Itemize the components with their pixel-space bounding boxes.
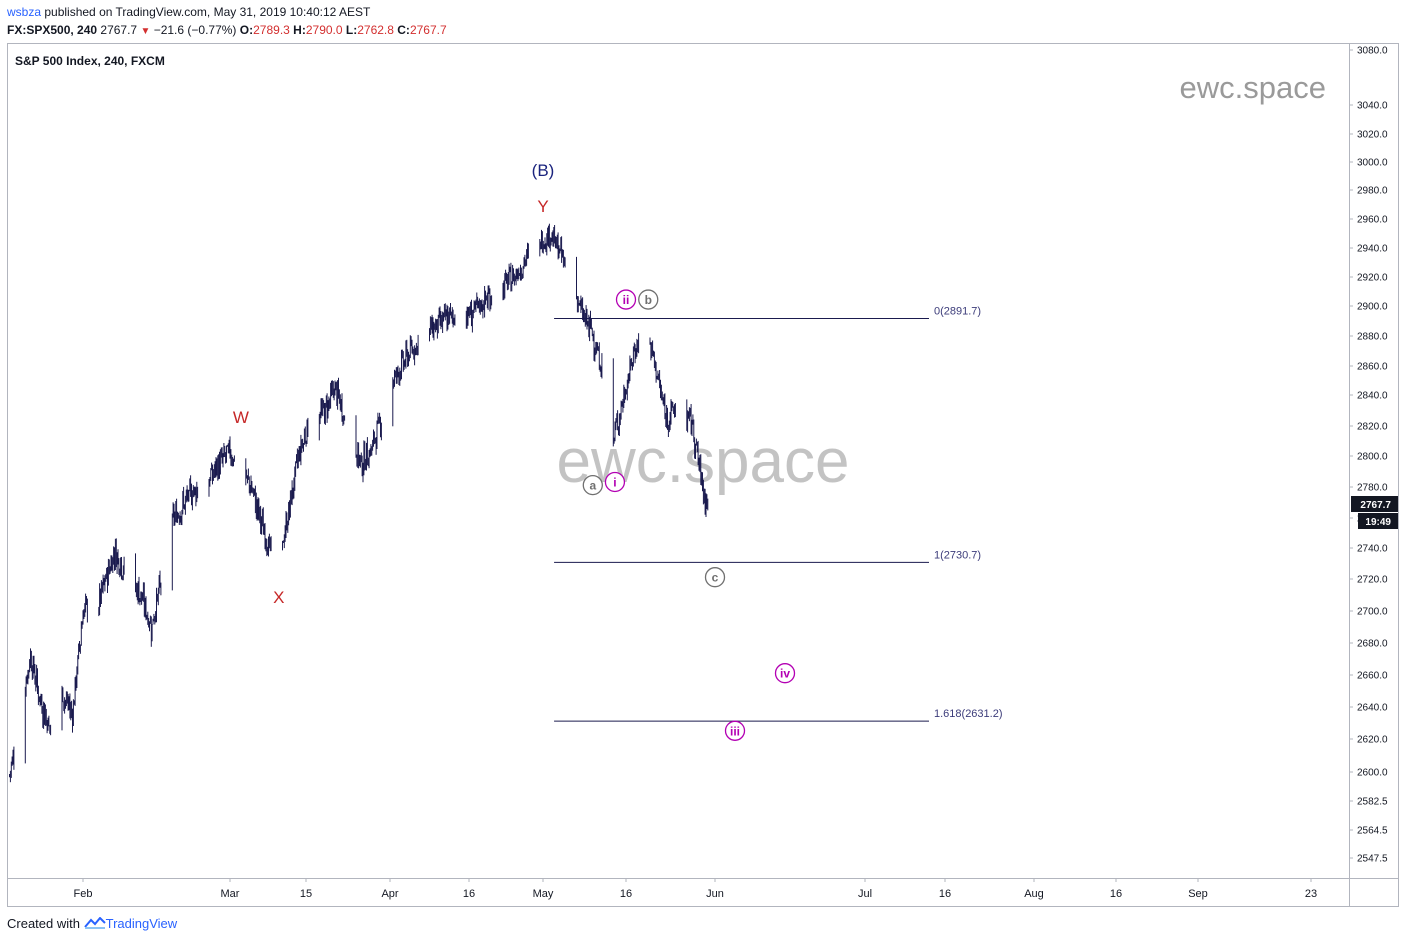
- wave-label: b: [645, 293, 652, 307]
- wave-label-circle: [582, 474, 603, 496]
- price-tick-label: 2980.0: [1357, 186, 1388, 197]
- countdown-badge: [1358, 513, 1398, 529]
- price-tick-label: 2600.0: [1357, 768, 1388, 779]
- time-tick-label: 16: [463, 888, 475, 900]
- price-tick-label: 2720.0: [1357, 575, 1388, 586]
- price-tick-label: 2700.0: [1357, 607, 1388, 618]
- open-label: O:: [239, 23, 254, 37]
- price-axis[interactable]: 3080.0 3040.0 3020.0 3000.0 2980.0 2960.0 2940…: [1349, 46, 1388, 865]
- time-tick-label: May: [533, 888, 554, 900]
- price-tick-label: 3000.0: [1357, 158, 1388, 169]
- chart-title: S&P 500 Index, 240, FXCM: [15, 54, 165, 68]
- price-tick-label: 2564.5: [1357, 826, 1388, 837]
- wave-label-circle: [724, 720, 746, 741]
- publish-info: wsbza published on TradingView.com, May …: [7, 5, 370, 19]
- wave-label: iv: [780, 667, 790, 681]
- tradingview-link[interactable]: TradingView: [105, 916, 178, 931]
- price-tick-label: 2582.5: [1357, 797, 1388, 808]
- last-price-badge-text: 2767.7: [1360, 500, 1391, 511]
- time-tick-label: 16: [620, 888, 632, 900]
- low-label: L:: [345, 23, 358, 37]
- price-tick-label: 3080.0: [1357, 46, 1388, 57]
- wave-label-circle: [615, 289, 637, 310]
- wave-label: i: [613, 476, 616, 490]
- time-tick-label: Sep: [1188, 888, 1208, 900]
- price-tick-label: 2820.0: [1357, 422, 1388, 433]
- price-tick-label: 3020.0: [1357, 130, 1388, 141]
- wave-label: iii: [730, 724, 740, 738]
- time-tick-label: Aug: [1024, 888, 1044, 900]
- wave-label: ii: [623, 293, 630, 307]
- price-tick-label: 2780.0: [1357, 483, 1388, 494]
- price-tick-label: 2840.0: [1357, 391, 1388, 402]
- created-with-text: Created with: [7, 916, 80, 931]
- wave-label: W: [233, 408, 249, 427]
- down-triangle-icon: ▼: [140, 26, 151, 37]
- price-tick-label: 2680.0: [1357, 639, 1388, 650]
- price-tick-label: 2900.0: [1357, 302, 1388, 313]
- watermark-top: ewc.space: [1180, 70, 1326, 105]
- candles-series: [9, 223, 709, 783]
- time-tick-label: 16: [1110, 888, 1122, 900]
- last-price-badge: [1351, 496, 1398, 512]
- wave-label: X: [273, 588, 284, 607]
- price-tick-label: 2660.0: [1357, 671, 1388, 682]
- time-tick-label: Jun: [706, 888, 724, 900]
- price-tick-label: 2547.5: [1357, 854, 1388, 865]
- price-tick-label: 2860.0: [1357, 362, 1388, 373]
- price-tick-label: 2880.0: [1357, 332, 1388, 343]
- symbol-ohlc-bar: FX:SPX500, 240 2767.7 ▼ −21.6 (−0.77%) O…: [7, 23, 447, 37]
- low-value: 2762.8: [357, 23, 394, 37]
- price-tick-label: 2740.0: [1357, 544, 1388, 555]
- fib-level-label: 1.618(2631.2): [934, 708, 1003, 720]
- wave-label-circle: [704, 567, 726, 588]
- time-tick-label: Feb: [74, 888, 93, 900]
- price-tick-label: 2620.0: [1357, 735, 1388, 746]
- wave-labels: W X Y (B) ii b a i c iv iii: [233, 161, 796, 741]
- fib-level-label: 1(2730.7): [934, 549, 981, 561]
- last-price: 2767.7: [100, 23, 138, 37]
- chart-frame: [7, 43, 1399, 907]
- tradingview-logo-icon: [83, 916, 106, 929]
- countdown-badge-text: 19:49: [1365, 517, 1391, 528]
- open-value: 2789.3: [253, 23, 290, 37]
- time-tick-label: 23: [1305, 888, 1317, 900]
- time-tick-label: 16: [939, 888, 951, 900]
- wave-label-circle: [604, 471, 626, 493]
- price-tick-label: 2800.0: [1357, 452, 1388, 463]
- wave-label: (B): [532, 161, 555, 180]
- close-value: 2767.7: [409, 23, 447, 37]
- fib-level-label: 0(2891.7): [934, 305, 981, 317]
- wave-label: c: [712, 571, 719, 585]
- price-tick-label: 2640.0: [1357, 703, 1388, 714]
- wave-label: a: [589, 479, 596, 493]
- symbol-label: FX:SPX500, 240: [7, 23, 98, 37]
- published-text: published on TradingView.com, May 31, 20…: [44, 5, 371, 19]
- wave-label-circle: [774, 663, 796, 684]
- high-label: H:: [293, 23, 306, 37]
- fibonacci-extension[interactable]: 0(2891.7) 1(2730.7) 1.618(2631.2): [554, 305, 1003, 722]
- price-tick-label: 2960.0: [1357, 215, 1388, 226]
- price-change: −21.6 (−0.77%): [153, 23, 237, 37]
- price-tick-label: 3040.0: [1357, 101, 1388, 112]
- wave-label: Y: [537, 197, 548, 216]
- price-tick-label: 2940.0: [1357, 244, 1388, 255]
- time-tick-label: Apr: [381, 888, 398, 900]
- time-axis[interactable]: Feb Mar 15 Apr 16 May 16 Jun Jul 16 Aug 16 Sep 23: [74, 878, 1318, 900]
- price-tick-label: 2920.0: [1357, 273, 1388, 284]
- close-label: C:: [397, 23, 410, 37]
- time-tick-label: 15: [300, 888, 312, 900]
- footer: Created with TradingView: [7, 916, 177, 931]
- time-tick-label: Mar: [221, 888, 240, 900]
- high-value: 2790.0: [305, 23, 343, 37]
- wave-label-circle: [638, 289, 659, 310]
- author-link[interactable]: wsbza: [7, 5, 42, 19]
- time-tick-label: Jul: [858, 888, 872, 900]
